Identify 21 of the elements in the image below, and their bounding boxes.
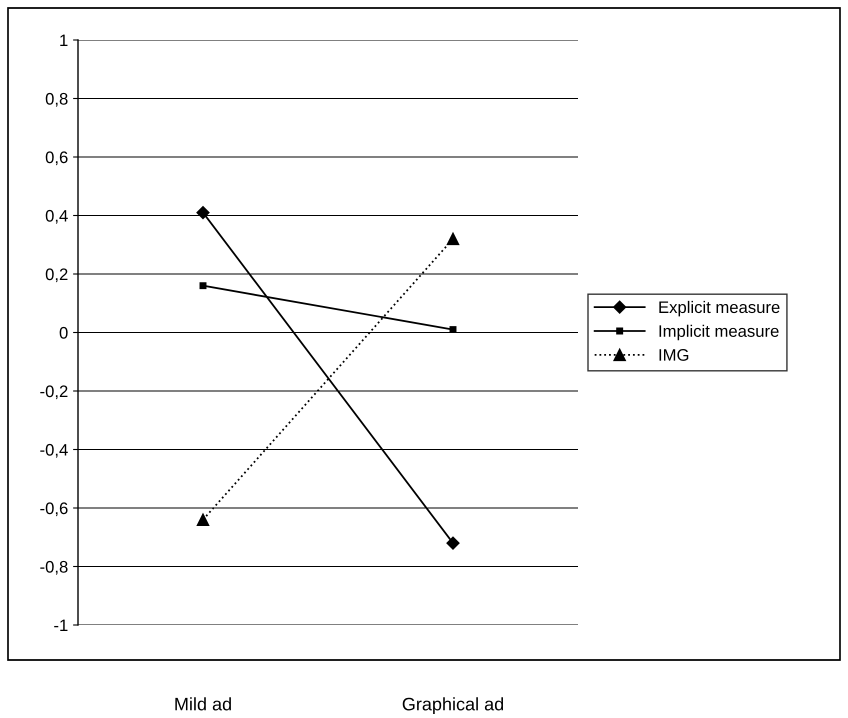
y-tick-label: 0 bbox=[60, 326, 68, 339]
y-tick-label: -0,4 bbox=[40, 444, 68, 458]
y-tick-label: -1 bbox=[54, 620, 68, 632]
point bbox=[196, 206, 210, 220]
point bbox=[196, 513, 210, 526]
y-tick-label: 0,6 bbox=[46, 151, 68, 166]
y-tick-label: 1 bbox=[60, 34, 68, 46]
y-tick-label: -0,6 bbox=[40, 502, 68, 516]
legend-label: IMG bbox=[660, 349, 688, 361]
x-tick-label: Mild ad bbox=[175, 697, 231, 710]
y-tick-label: -0,8 bbox=[40, 560, 68, 575]
x-tick-label: Graphical ad bbox=[402, 697, 504, 714]
point bbox=[200, 282, 206, 290]
legend-label: Implicit measure bbox=[660, 324, 779, 340]
y-tick-label: 0,2 bbox=[46, 268, 68, 282]
y-tick-label: -0,2 bbox=[40, 385, 68, 400]
y-tick-label: 0,4 bbox=[46, 210, 68, 224]
point bbox=[446, 232, 460, 246]
legend-label: Explicit measure bbox=[659, 300, 780, 316]
point bbox=[446, 536, 460, 550]
y-tick-label: 0,8 bbox=[46, 92, 68, 107]
